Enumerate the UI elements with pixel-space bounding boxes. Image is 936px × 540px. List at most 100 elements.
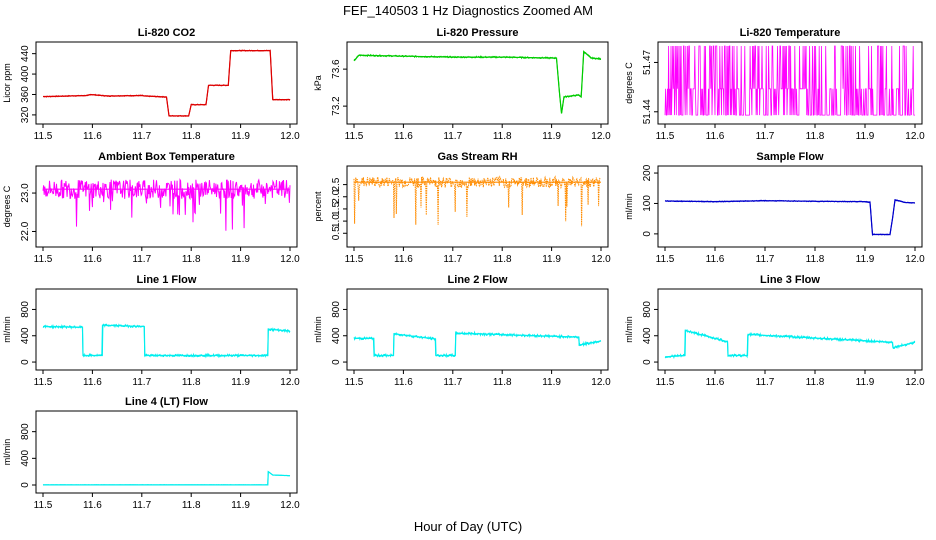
y-tick-label: 1.0 [331, 214, 342, 228]
plot-frame [657, 288, 923, 371]
x-tick-label: 12.0 [280, 131, 300, 142]
panel-3: Li-820 Temperature degrees C 11.5 11.6 11.7 1… [624, 27, 925, 142]
x-tick-label: 11.8 [493, 377, 512, 388]
panel-title: Gas Stream RH [437, 151, 517, 163]
plot-frame [346, 41, 609, 125]
x-tick-label: 11.6 [83, 131, 102, 142]
x-tick-label: 12.0 [905, 131, 925, 142]
x-tick-label: 11.6 [706, 254, 725, 265]
x-tick-label: 11.7 [443, 131, 462, 142]
series-line [42, 323, 291, 359]
y-axis-label: degrees C [2, 185, 12, 227]
panel-9: Line 3 Flow ml/min 11.5 11.6 11.7 11.8 11.9 12.… [624, 274, 925, 388]
x-tick-label: 11.8 [806, 377, 825, 388]
y-tick-label: 0 [642, 359, 653, 365]
panel-2: Li-820 Pressure kPa 11.5 11.6 11.7 11.8 11.9 12… [313, 27, 611, 142]
y-tick-label: 0.5 [331, 226, 342, 240]
plot-frame [35, 288, 298, 371]
series-trend [43, 470, 291, 486]
x-tick-label: 11.9 [856, 131, 875, 142]
x-tick-label: 11.9 [856, 377, 875, 388]
x-tick-label: 11.7 [132, 500, 151, 511]
plot-frame [657, 41, 923, 125]
y-axis-label: kPa [313, 75, 323, 91]
y-axis-label: ml/min [2, 316, 12, 343]
x-tick-label: 11.6 [394, 131, 413, 142]
x-tick-label: 11.5 [345, 377, 364, 388]
x-tick-label: 11.5 [34, 500, 53, 511]
series-line [664, 199, 916, 237]
x-tick-label: 12.0 [905, 377, 925, 388]
x-tick-label: 11.6 [83, 254, 102, 265]
series-trend [664, 329, 916, 358]
panel-1: Li-820 CO2 Licor ppm 11.5 11.6 11.7 11.8 11.9 1… [2, 27, 300, 142]
x-tick-label: 11.5 [656, 377, 675, 388]
x-tick-label: 12.0 [591, 254, 611, 265]
x-tick-label: 11.7 [443, 254, 462, 265]
x-tick-label: 11.9 [231, 500, 250, 511]
plot-frame [657, 165, 923, 248]
panel-grid: Li-820 CO2 Licor ppm 11.5 11.6 11.7 11.8 11.9 1… [2, 27, 925, 511]
panel-10: Line 4 (LT) Flow ml/min 11.5 11.6 11.7 11.8 11… [2, 396, 300, 511]
panel-title: Ambient Box Temperature [98, 151, 235, 163]
y-tick-label: 800 [331, 301, 342, 318]
x-tick-label: 11.5 [34, 377, 53, 388]
plot-frame [346, 165, 609, 248]
x-tick-label: 11.5 [345, 254, 364, 265]
series-trend [353, 50, 602, 114]
y-tick-label: 0 [642, 231, 653, 237]
y-tick-label: 0 [20, 482, 31, 488]
x-tick-label: 11.7 [132, 131, 151, 142]
x-tick-label: 11.9 [231, 131, 250, 142]
y-axis-label: degrees C [624, 62, 634, 104]
x-tick-label: 11.6 [394, 377, 413, 388]
series-line [353, 330, 602, 359]
x-tick-label: 11.6 [83, 500, 102, 511]
y-tick-label: 800 [20, 301, 31, 318]
x-tick-label: 11.7 [756, 254, 775, 265]
y-axis-label: ml/min [624, 316, 634, 343]
x-tick-label: 11.5 [656, 131, 675, 142]
y-tick-label: 51.47 [642, 49, 653, 74]
y-axis-label: ml/min [313, 316, 323, 343]
x-tick-label: 11.7 [132, 377, 151, 388]
panel-title: Line 4 (LT) Flow [125, 396, 208, 408]
y-tick-label: 440 [20, 45, 31, 62]
y-tick-label: 400 [20, 327, 31, 344]
y-axis-label: percent [313, 191, 323, 222]
plot-frame [35, 165, 298, 248]
x-tick-label: 11.8 [182, 377, 201, 388]
plot-frame [35, 410, 298, 494]
x-tick-label: 11.6 [394, 254, 413, 265]
x-tick-label: 11.9 [856, 254, 875, 265]
y-tick-label: 400 [20, 450, 31, 467]
panel-title: Sample Flow [756, 151, 824, 163]
y-tick-label: 400 [642, 327, 653, 344]
x-tick-label: 11.7 [132, 254, 151, 265]
y-tick-label: 22.0 [20, 221, 31, 241]
series-line [43, 49, 291, 118]
figure-xlabel: Hour of Day (UTC) [414, 519, 522, 534]
x-tick-label: 12.0 [280, 500, 300, 511]
x-tick-label: 11.7 [756, 131, 775, 142]
y-tick-label: 1.5 [331, 202, 342, 216]
y-tick-label: 73.6 [331, 59, 342, 79]
x-tick-label: 11.8 [806, 254, 825, 265]
series-line [664, 328, 916, 360]
x-tick-label: 12.0 [591, 377, 611, 388]
series-line [353, 50, 602, 114]
plot-frame [35, 41, 298, 125]
panel-4: Ambient Box Temperature degrees C 11.5 11.6… [2, 151, 300, 265]
panel-7: Line 1 Flow ml/min 11.5 11.6 11.7 11.8 11.9 12.… [2, 274, 300, 388]
series-trend [664, 199, 916, 236]
y-tick-label: 320 [20, 106, 31, 123]
x-tick-label: 11.5 [34, 131, 53, 142]
x-tick-label: 11.9 [231, 254, 250, 265]
panel-title: Line 2 Flow [448, 274, 508, 286]
x-tick-label: 12.0 [280, 254, 300, 265]
x-tick-label: 12.0 [591, 131, 611, 142]
series-trend [42, 324, 291, 357]
y-axis-label: ml/min [624, 193, 634, 220]
series-line [42, 471, 291, 486]
